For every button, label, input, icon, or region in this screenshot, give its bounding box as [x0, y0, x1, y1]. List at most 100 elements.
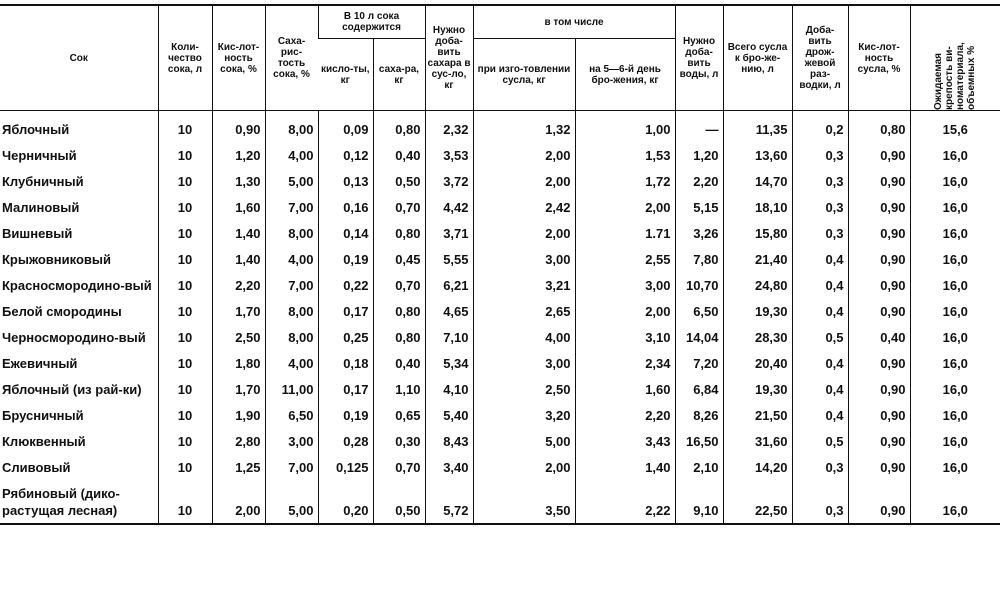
cell-value: 8,00	[264, 110, 318, 142]
cell-value: 16,0	[909, 376, 1000, 402]
cell-value: 3,20	[472, 402, 575, 428]
cell-value: 14,20	[722, 454, 793, 480]
cell-value: 10	[157, 350, 212, 376]
cell-value: 11,35	[722, 110, 793, 142]
cell-value: 0,4	[791, 246, 849, 272]
cell-value: 2,50	[211, 324, 265, 350]
cell-value: 1,10	[372, 376, 425, 402]
rotated-header: Ожидаемая крепость ви-номатериала, объем…	[933, 42, 978, 110]
cell-value: 1,40	[211, 246, 265, 272]
cell-value: 4,42	[424, 194, 473, 220]
table-row: Черносмородино-вый 10 2,50 8,00 0,25 0,80 7,10…	[0, 324, 1000, 350]
cell-value: 5,40	[424, 402, 473, 428]
group-header: В 10 л сока содержится	[317, 5, 425, 39]
juice-name: Клубничный	[2, 174, 84, 189]
cell-value: 3,50	[472, 480, 575, 524]
cell-value: 10	[157, 168, 212, 194]
cell-value: 1,53	[574, 142, 676, 168]
cell-value: 2,22	[574, 480, 676, 524]
cell-value: 0,80	[847, 110, 911, 142]
cell-value: 0,65	[372, 402, 425, 428]
cell-value: 10	[157, 220, 212, 246]
juice-name: Черносмородино-вый	[2, 330, 146, 345]
cell-value: 0,09	[317, 110, 373, 142]
cell-value: 0,4	[791, 402, 849, 428]
cell-value: 0,70	[372, 454, 425, 480]
cell-value: 2,20	[674, 168, 724, 194]
cell-value: 0,4	[791, 376, 849, 402]
group-header: в том числе	[472, 5, 676, 39]
cell-value: 0,4	[791, 272, 849, 298]
page: Сок Коли-чество сока, л Кис-лот-ность сока…	[0, 4, 1000, 603]
cell-value: 5,34	[424, 350, 473, 376]
table-row: Рябиновый (дико-растущая лесная) 10 2,00 5,…	[0, 480, 1000, 524]
cell-value: 3,00	[574, 272, 676, 298]
header-row: Сок Коли-чество сока, л Кис-лот-ность сока…	[0, 5, 1000, 111]
cell-value: —	[674, 110, 724, 142]
cell-value: 8,43	[424, 428, 473, 454]
table-row: Брусничный 10 1,90 6,50 0,19 0,65 5,40 3,20 2,20…	[0, 402, 1000, 428]
cell-value: 10	[157, 376, 212, 402]
cell-value: 7,00	[264, 194, 318, 220]
cell-value: 1,30	[211, 168, 265, 194]
cell-value: 3,72	[424, 168, 473, 194]
cell-value: 16,0	[909, 480, 1000, 524]
cell-value: 6,50	[674, 298, 724, 324]
column-header: при изго-товлении сусла, кг	[472, 38, 575, 111]
column-header: Коли-чество сока, л	[157, 5, 212, 111]
cell-value: 16,0	[909, 246, 1000, 272]
cell-value: 0,2	[791, 110, 849, 142]
cell-value: 19,30	[722, 298, 793, 324]
cell-value: 10	[157, 454, 212, 480]
table-row: Крыжовниковый 10 1,40 4,00 0,19 0,45 5,55 3,00 2…	[0, 246, 1000, 272]
juice-name: Белой смородины	[2, 304, 122, 319]
cell-value: 0,4	[791, 350, 849, 376]
cell-value: 0,80	[372, 324, 425, 350]
cell-value: 7,20	[674, 350, 724, 376]
cell-value: 2,10	[674, 454, 724, 480]
cell-value: 0,3	[791, 454, 849, 480]
cell-value: 0,5	[791, 324, 849, 350]
juice-name: Брусничный	[2, 408, 84, 423]
cell-value: 4,00	[472, 324, 575, 350]
cell-value: 14,70	[722, 168, 793, 194]
cell-value: 10	[157, 428, 212, 454]
cell-value: 2,20	[574, 402, 676, 428]
cell-value: 1,32	[472, 110, 575, 142]
cell-value: 0,90	[847, 480, 911, 524]
table-row: Белой смородины 10 1,70 8,00 0,17 0,80 4,65 2,6…	[0, 298, 1000, 324]
cell-value: 0,90	[847, 246, 911, 272]
cell-value: 10	[157, 402, 212, 428]
cell-value: 10	[157, 480, 212, 524]
juice-name: Красносмородино-вый	[2, 278, 152, 293]
cell-value: 0,90	[847, 454, 911, 480]
cell-value: 0,80	[372, 220, 425, 246]
header-subrow: кисло-ты, кг саха-ра, кг при изго-товлении…	[0, 38, 1000, 111]
cell-value: 7,00	[264, 454, 318, 480]
cell-value: 0,13	[317, 168, 373, 194]
cell-value: 0,3	[791, 220, 849, 246]
table-head: Сок Коли-чество сока, л Кис-лот-ность сока…	[0, 5, 1000, 111]
cell-value: 3,00	[472, 246, 575, 272]
cell-value: 0,90	[847, 194, 911, 220]
cell-value: 0,3	[791, 142, 849, 168]
cell-value: 15,80	[722, 220, 793, 246]
cell-value: 1,00	[574, 110, 676, 142]
cell-value: 19,30	[722, 376, 793, 402]
cell-value: 2,00	[472, 168, 575, 194]
cell-value: 5,55	[424, 246, 473, 272]
cell-value: 16,50	[674, 428, 724, 454]
table-row: Ежевичный 10 1,80 4,00 0,18 0,40 5,34 3,00 2,34 7…	[0, 350, 1000, 376]
column-header: на 5—6-й день бро-жения, кг	[574, 38, 676, 111]
cell-value: 31,60	[722, 428, 793, 454]
cell-value: 1,70	[211, 298, 265, 324]
juice-name: Яблочный (из рай-ки)	[2, 382, 142, 397]
table-row: Черничный 10 1,20 4,00 0,12 0,40 3,53 2,00 1,53 1…	[0, 142, 1000, 168]
cell-value: 6,84	[674, 376, 724, 402]
juice-name: Малиновый	[2, 200, 80, 215]
cell-value: 2,42	[472, 194, 575, 220]
juice-name: Сливовый	[2, 460, 71, 475]
juice-name: Рябиновый (дико-растущая лесная)	[2, 486, 120, 518]
cell-value: 0,22	[317, 272, 373, 298]
table-row: Малиновый 10 1,60 7,00 0,16 0,70 4,42 2,42 2,00 5…	[0, 194, 1000, 220]
